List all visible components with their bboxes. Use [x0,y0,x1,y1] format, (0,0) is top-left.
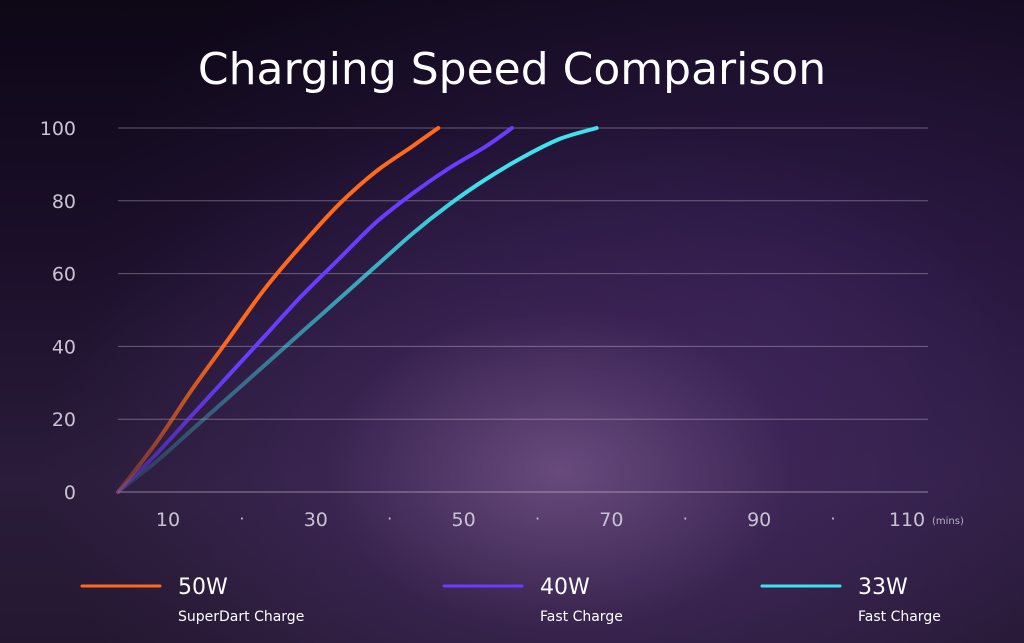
x-tick-separator: · [535,509,540,528]
x-tick-separator: · [683,509,688,528]
y-tick-label: 80 [52,191,76,213]
y-tick-label: 100 [40,118,76,140]
x-axis-unit: (mins) [932,516,964,527]
x-tick-label: 30 [304,509,328,531]
y-axis-ticks: 0 20 40 60 80 100 [40,118,76,504]
y-tick-label: 40 [52,336,76,358]
y-tick-label: 0 [64,482,76,504]
legend-series-description: Fast Charge [540,609,623,625]
legend: 50W SuperDart Charge 40W Fast Charge 33W Fast… [80,575,941,625]
x-tick-separator: · [831,509,836,528]
series-lines [116,126,599,494]
chart-title: Charging Speed Comparison [198,44,826,95]
legend-series-description: SuperDart Charge [178,609,304,625]
gridlines [118,127,928,493]
series-line-33w [116,126,599,494]
series-line-40w [116,126,514,494]
series-line-50w [116,126,441,494]
legend-series-name: 40W [540,575,590,600]
x-tick-separator: · [239,509,244,528]
x-tick-label: 70 [599,509,623,531]
x-tick-label: 90 [747,509,771,531]
x-tick-label: 10 [156,509,180,531]
legend-series-name: 33W [858,575,908,600]
legend-series-name: 50W [178,575,228,600]
x-tick-label: 110 [889,509,925,531]
x-tick-separator: · [387,509,392,528]
y-tick-label: 60 [52,264,76,286]
x-tick-label: 50 [452,509,476,531]
x-axis-ticks: 10 · 30 · 50 · 70 · 90 · 110 (mins) [156,509,964,531]
y-tick-label: 20 [52,409,76,431]
legend-series-description: Fast Charge [858,609,941,625]
